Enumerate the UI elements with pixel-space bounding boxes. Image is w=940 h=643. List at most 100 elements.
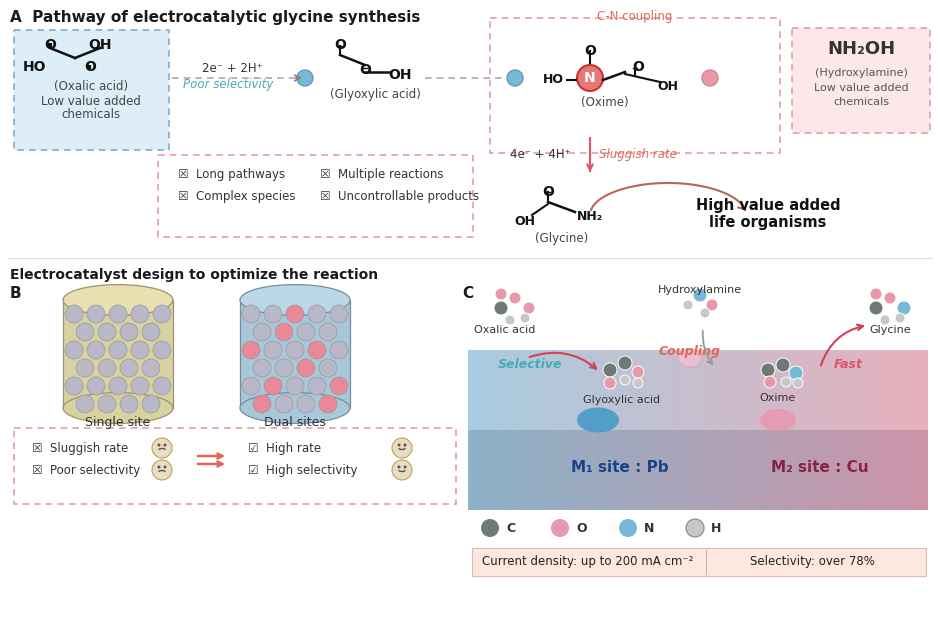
Ellipse shape <box>240 285 350 316</box>
Text: N: N <box>644 521 654 534</box>
Circle shape <box>897 301 911 315</box>
Text: O: O <box>359 63 371 77</box>
Circle shape <box>286 377 304 395</box>
Polygon shape <box>841 350 848 430</box>
Circle shape <box>131 305 149 323</box>
Circle shape <box>242 341 260 359</box>
Polygon shape <box>664 430 669 510</box>
Circle shape <box>142 359 160 377</box>
Circle shape <box>308 377 326 395</box>
Polygon shape <box>916 350 922 430</box>
Polygon shape <box>537 350 542 430</box>
Circle shape <box>264 377 282 395</box>
Polygon shape <box>756 430 761 510</box>
Polygon shape <box>514 350 520 430</box>
Polygon shape <box>922 350 928 430</box>
Text: OH: OH <box>388 68 412 82</box>
Text: B: B <box>10 286 22 301</box>
Polygon shape <box>894 430 900 510</box>
Polygon shape <box>583 430 588 510</box>
Polygon shape <box>802 430 807 510</box>
Circle shape <box>164 466 166 469</box>
Polygon shape <box>468 350 474 430</box>
Polygon shape <box>836 350 841 430</box>
Polygon shape <box>732 350 738 430</box>
Polygon shape <box>664 350 669 430</box>
Polygon shape <box>819 350 824 430</box>
Ellipse shape <box>63 285 173 316</box>
Text: ☒  Uncontrollable products: ☒ Uncontrollable products <box>320 190 479 203</box>
Text: Single site: Single site <box>86 416 150 429</box>
Polygon shape <box>525 430 531 510</box>
Polygon shape <box>634 430 640 510</box>
Polygon shape <box>710 350 715 430</box>
Polygon shape <box>491 350 496 430</box>
Text: N: N <box>584 71 596 85</box>
Polygon shape <box>594 430 601 510</box>
Polygon shape <box>623 430 629 510</box>
Circle shape <box>776 358 790 372</box>
Circle shape <box>131 341 149 359</box>
Polygon shape <box>669 430 675 510</box>
Circle shape <box>603 363 617 377</box>
Text: O: O <box>334 38 346 52</box>
Circle shape <box>505 315 515 325</box>
Text: Selectivity: over 78%: Selectivity: over 78% <box>749 556 874 568</box>
Text: Selective: Selective <box>498 358 562 371</box>
Polygon shape <box>738 430 744 510</box>
Polygon shape <box>922 430 928 510</box>
Text: A  Pathway of electrocatalytic glycine synthesis: A Pathway of electrocatalytic glycine sy… <box>10 10 420 25</box>
Polygon shape <box>773 430 778 510</box>
Polygon shape <box>479 430 485 510</box>
Polygon shape <box>807 350 813 430</box>
Circle shape <box>495 288 507 300</box>
Circle shape <box>275 395 293 413</box>
Circle shape <box>869 301 883 315</box>
Text: ☒  Long pathways: ☒ Long pathways <box>178 168 285 181</box>
Circle shape <box>76 323 94 341</box>
Text: High value added: High value added <box>696 198 840 213</box>
Circle shape <box>158 466 161 469</box>
Text: ☒  Sluggish rate: ☒ Sluggish rate <box>32 442 128 455</box>
Text: life organisms: life organisms <box>710 215 826 230</box>
Polygon shape <box>865 350 870 430</box>
Text: O: O <box>584 44 596 58</box>
Polygon shape <box>692 350 698 430</box>
Circle shape <box>619 519 637 537</box>
Polygon shape <box>675 350 681 430</box>
Text: H: H <box>711 521 721 534</box>
Circle shape <box>98 395 116 413</box>
Polygon shape <box>887 350 894 430</box>
Text: Electrocatalyst design to optimize the reaction: Electrocatalyst design to optimize the r… <box>10 268 378 282</box>
Polygon shape <box>618 430 623 510</box>
Ellipse shape <box>678 349 702 367</box>
Polygon shape <box>618 350 623 430</box>
Ellipse shape <box>760 409 796 431</box>
Bar <box>240 300 350 408</box>
Polygon shape <box>652 350 658 430</box>
Circle shape <box>152 438 172 458</box>
Polygon shape <box>629 430 634 510</box>
Circle shape <box>87 341 105 359</box>
Polygon shape <box>681 430 686 510</box>
Polygon shape <box>819 430 824 510</box>
Circle shape <box>633 378 643 388</box>
Circle shape <box>297 70 313 86</box>
Polygon shape <box>750 430 756 510</box>
Polygon shape <box>773 350 778 430</box>
Polygon shape <box>841 430 848 510</box>
Text: O: O <box>44 38 56 52</box>
Polygon shape <box>468 430 474 510</box>
Bar <box>158 155 473 237</box>
Circle shape <box>700 308 710 318</box>
Polygon shape <box>542 350 549 430</box>
Circle shape <box>308 305 326 323</box>
Polygon shape <box>588 430 594 510</box>
Text: 2e⁻ + 2H⁺: 2e⁻ + 2H⁺ <box>201 62 262 75</box>
Circle shape <box>403 466 406 469</box>
Polygon shape <box>882 350 887 430</box>
Circle shape <box>109 341 127 359</box>
Polygon shape <box>721 350 727 430</box>
Polygon shape <box>767 350 773 430</box>
Polygon shape <box>756 350 761 430</box>
